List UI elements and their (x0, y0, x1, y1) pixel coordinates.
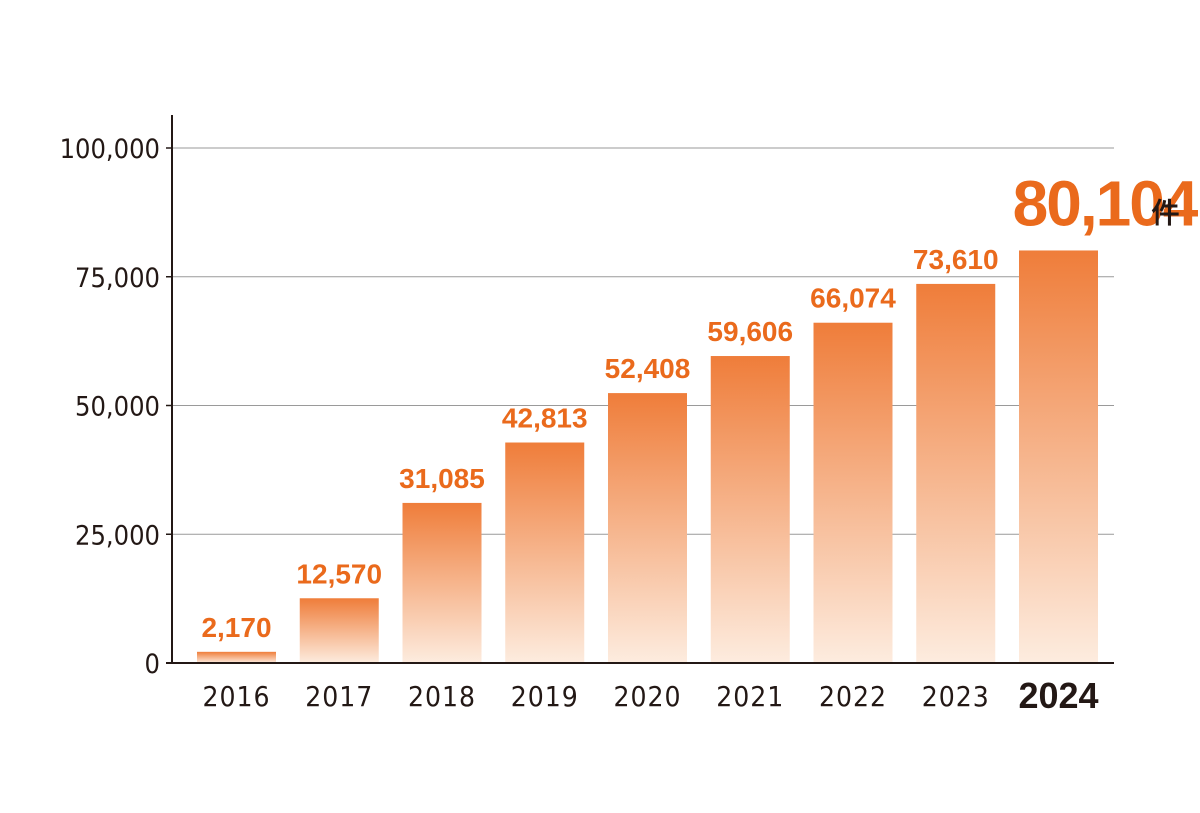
bar-2020 (608, 393, 687, 663)
value-label: 31,085 (399, 463, 485, 494)
value-label: 73,610 (913, 244, 999, 275)
x-tick-label: 2016 (202, 680, 270, 713)
bars (197, 250, 1098, 663)
bar-2024 (1019, 250, 1098, 663)
x-tick-label: 2022 (819, 680, 887, 713)
y-tick-label: 0 (145, 649, 160, 680)
unit-label: 件 (1152, 196, 1180, 229)
value-label: 59,606 (707, 316, 793, 347)
value-label: 12,570 (296, 558, 382, 589)
x-tick-label: 2017 (305, 680, 373, 713)
y-tick-label: 75,000 (75, 263, 160, 294)
y-tick-label: 50,000 (75, 392, 160, 423)
value-label: 2,170 (201, 612, 271, 643)
bar-2016 (197, 651, 276, 663)
x-tick-label: 2024 (1018, 675, 1098, 716)
x-tick-label: 2019 (511, 680, 579, 713)
value-label: 52,408 (605, 353, 691, 384)
value-label-highlight: 80,104 (1013, 167, 1199, 239)
value-label: 66,074 (810, 283, 896, 314)
bar-2023 (916, 283, 996, 663)
axes (166, 115, 1114, 664)
bar-2021 (710, 356, 790, 663)
value-label: 42,813 (502, 403, 588, 434)
bar-2022 (813, 322, 893, 663)
x-tick-label: 2023 (922, 680, 990, 713)
labels: 0 25,000 50,000 75,000 100,000 2,170 2016 12,57… (60, 134, 1200, 716)
bar-2019 (505, 442, 585, 663)
y-tick-label: 25,000 (75, 520, 160, 551)
x-tick-label: 2021 (716, 680, 784, 713)
y-tick-label: 100,000 (60, 134, 160, 165)
x-tick-label: 2018 (408, 680, 476, 713)
x-tick-label: 2020 (613, 680, 681, 713)
bar-2017 (299, 598, 379, 663)
bar-2018 (402, 502, 482, 663)
